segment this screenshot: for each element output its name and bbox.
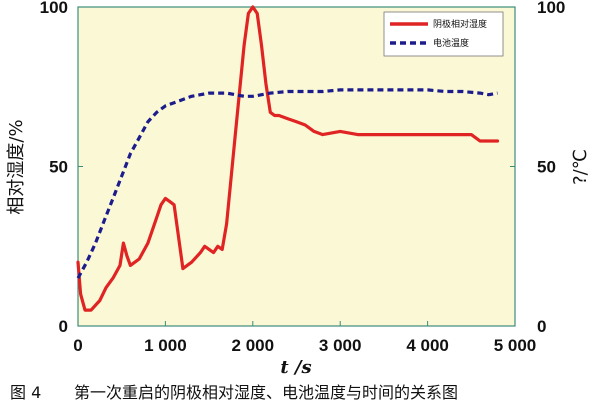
y-left-tick-label: 50 [49, 158, 68, 177]
figure-caption-label: 图 4 [10, 383, 41, 402]
y-left-tick-label: 0 [59, 317, 68, 336]
y-axis-right-title: ?/℃ [570, 149, 591, 185]
y-axis-left-title: 相对湿度/% [6, 119, 27, 214]
x-tick-label: 2 000 [232, 336, 275, 355]
x-tick-label: 5 000 [494, 336, 537, 355]
x-tick-label: 1 000 [144, 336, 187, 355]
legend-label-temp: 电池温度 [433, 37, 469, 49]
series-line-humidity [76, 5, 500, 312]
series-layer [76, 5, 500, 312]
figure-caption-text: 第一次重启的阴极相对湿度、电池温度与时间的关系图 [74, 383, 458, 402]
legend-box [383, 11, 504, 57]
y-right-tick-label: 0 [537, 317, 546, 336]
legend: 阴极相对湿度 电池温度 [383, 11, 504, 57]
y-left-tick-label: 100 [40, 0, 68, 17]
x-axis-title: t /s [280, 357, 311, 378]
x-tick-label: 4 000 [406, 336, 449, 355]
y-right-tick-label: 100 [537, 0, 565, 17]
legend-label-rh: 阴极相对湿度 [433, 18, 487, 30]
series-line-temperature [76, 88, 498, 279]
plot-area [77, 6, 516, 327]
y-right-tick-label: 50 [537, 158, 556, 177]
x-tick-label: 3 000 [319, 336, 362, 355]
x-tick-label: 0 [73, 336, 82, 355]
